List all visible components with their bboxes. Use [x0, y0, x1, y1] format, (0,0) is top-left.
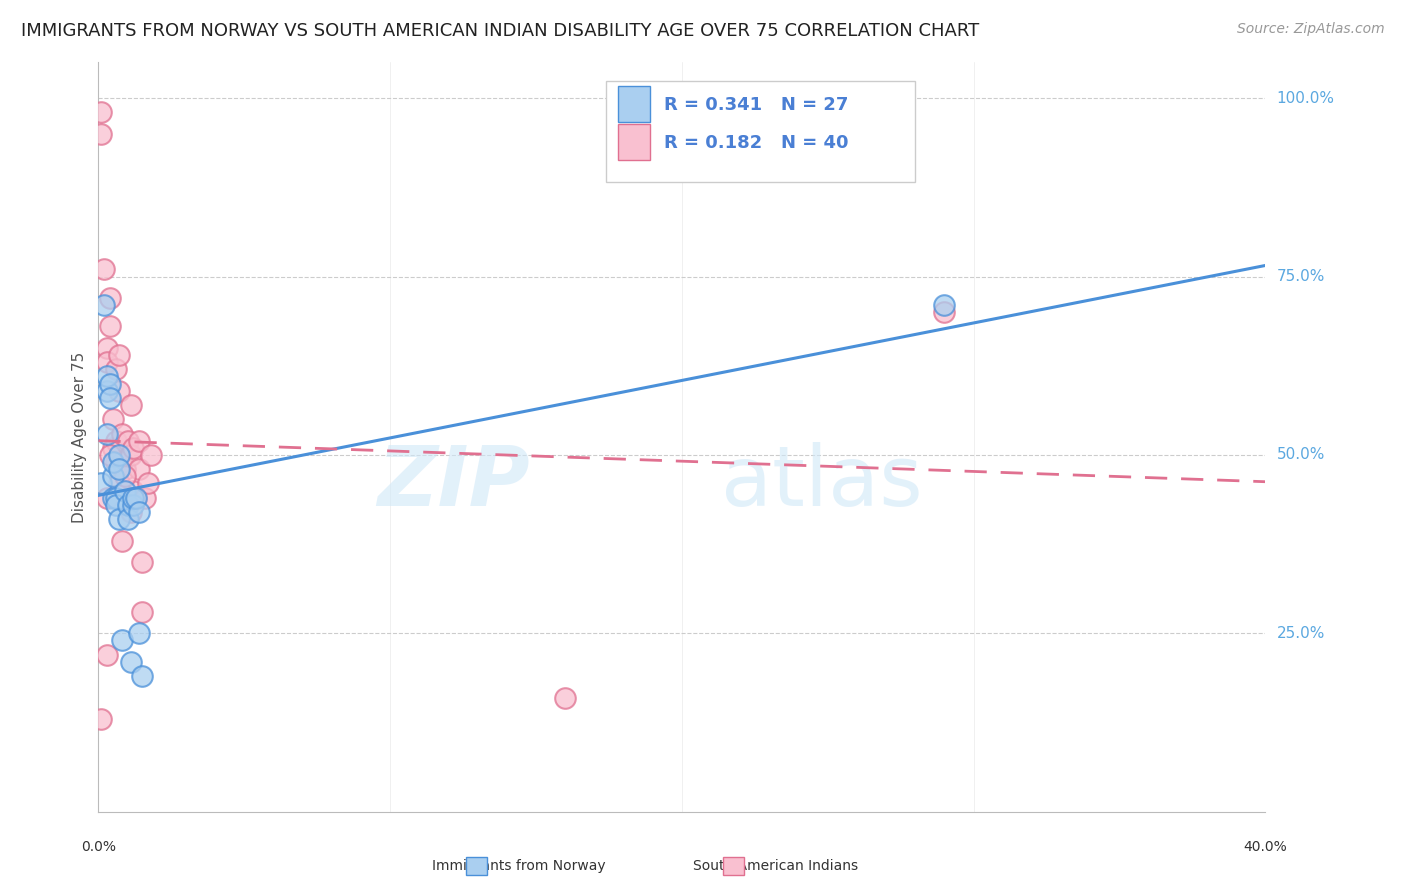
Point: [104, 498, 127, 512]
Point: [108, 462, 131, 476]
Point: [131, 555, 153, 569]
Text: 40.0%: 40.0%: [1243, 840, 1288, 855]
Point: [96, 369, 118, 384]
Text: 25.0%: 25.0%: [1277, 626, 1324, 640]
Point: [114, 469, 136, 483]
Point: [108, 448, 131, 462]
Bar: [606, 81, 915, 182]
Point: [128, 434, 150, 448]
Point: [96, 384, 118, 398]
Point: [104, 455, 127, 469]
Point: [128, 505, 150, 519]
Point: [98, 448, 121, 462]
Text: 75.0%: 75.0%: [1277, 269, 1324, 284]
Point: [90, 127, 112, 141]
Point: [125, 491, 148, 505]
Point: [90, 712, 112, 726]
Point: [96, 355, 118, 369]
Point: [134, 491, 156, 505]
Point: [101, 441, 124, 455]
Point: [101, 491, 124, 505]
Text: R = 0.341   N = 27: R = 0.341 N = 27: [665, 96, 849, 114]
Text: 50.0%: 50.0%: [1277, 448, 1324, 462]
Bar: [617, 87, 651, 122]
Point: [104, 491, 127, 505]
Point: [104, 434, 127, 448]
Text: South American Indians: South American Indians: [693, 859, 858, 873]
Point: [108, 384, 131, 398]
Point: [131, 605, 153, 619]
Point: [101, 455, 124, 469]
Point: [120, 398, 142, 412]
Point: [120, 448, 142, 462]
Point: [125, 491, 148, 505]
Text: atlas: atlas: [721, 442, 922, 523]
Point: [98, 376, 121, 391]
Point: [139, 448, 162, 462]
Point: [114, 483, 136, 498]
Point: [111, 455, 134, 469]
Text: R = 0.182   N = 40: R = 0.182 N = 40: [665, 134, 849, 152]
Point: [120, 655, 142, 669]
Point: [131, 669, 153, 683]
Point: [108, 348, 131, 362]
Point: [120, 505, 142, 519]
Point: [96, 426, 118, 441]
Point: [98, 291, 121, 305]
Text: 0.0%: 0.0%: [82, 840, 115, 855]
Point: [101, 469, 124, 483]
Text: Source: ZipAtlas.com: Source: ZipAtlas.com: [1237, 22, 1385, 37]
Point: [96, 491, 118, 505]
Bar: [465, 856, 486, 875]
Point: [98, 319, 121, 334]
Point: [111, 426, 134, 441]
Point: [117, 512, 139, 526]
Point: [554, 690, 576, 705]
Point: [128, 462, 150, 476]
Point: [90, 105, 112, 120]
Point: [108, 476, 131, 491]
Point: [111, 633, 134, 648]
Point: [93, 298, 115, 312]
Bar: [723, 856, 744, 875]
Point: [93, 262, 115, 277]
Point: [108, 512, 131, 526]
Text: Immigrants from Norway: Immigrants from Norway: [432, 859, 606, 873]
Point: [117, 434, 139, 448]
Point: [128, 626, 150, 640]
Point: [934, 305, 956, 319]
Point: [96, 341, 118, 355]
Point: [117, 498, 139, 512]
Point: [114, 462, 136, 476]
Point: [98, 391, 121, 405]
Point: [104, 362, 127, 376]
Point: [122, 441, 145, 455]
Point: [122, 491, 145, 505]
Point: [96, 648, 118, 662]
Point: [122, 483, 145, 498]
Point: [101, 412, 124, 426]
Y-axis label: Disability Age Over 75: Disability Age Over 75: [72, 351, 87, 523]
Point: [111, 533, 134, 548]
Point: [90, 476, 112, 491]
Point: [934, 298, 956, 312]
Point: [136, 476, 159, 491]
Text: ZIP: ZIP: [378, 442, 530, 523]
Text: IMMIGRANTS FROM NORWAY VS SOUTH AMERICAN INDIAN DISABILITY AGE OVER 75 CORRELATI: IMMIGRANTS FROM NORWAY VS SOUTH AMERICAN…: [21, 22, 980, 40]
Text: 100.0%: 100.0%: [1277, 91, 1334, 105]
Point: [122, 498, 145, 512]
Bar: [617, 124, 651, 160]
